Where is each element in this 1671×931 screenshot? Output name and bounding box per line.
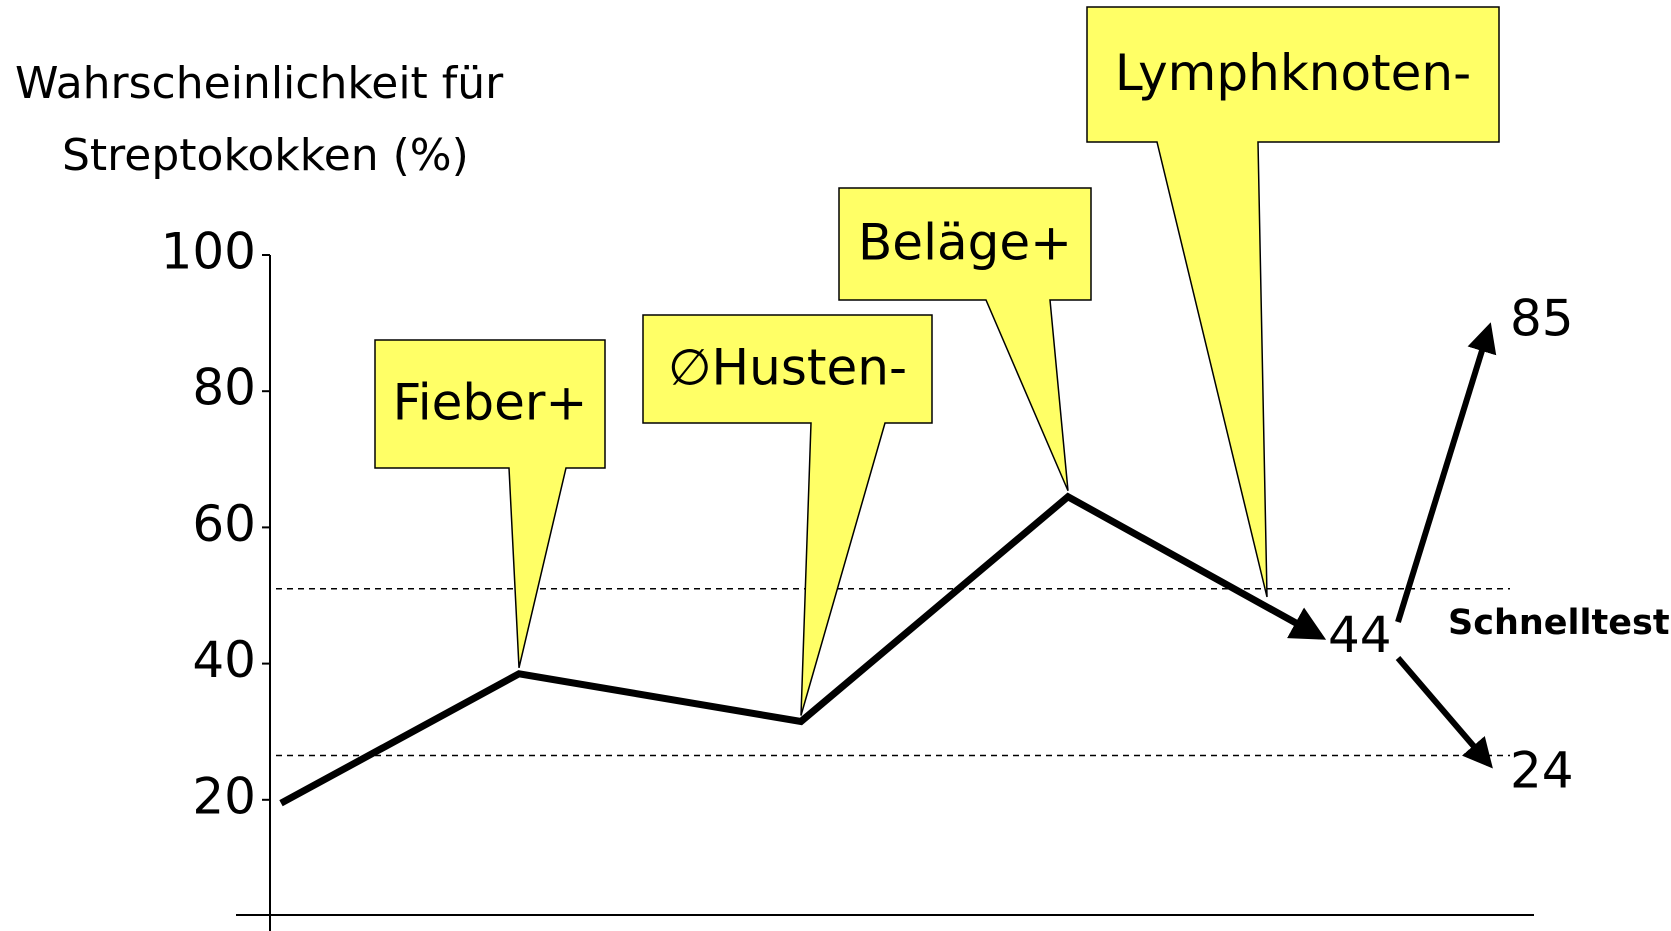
callout	[374, 339, 606, 668]
threshold-label: Schnelltest	[1448, 603, 1670, 643]
branch-arrow	[1395, 322, 1497, 623]
branch-label: 85	[1510, 290, 1574, 348]
branch-label: 24	[1510, 742, 1574, 800]
callout	[1086, 6, 1500, 598]
callout	[838, 187, 1092, 492]
callout-label: Lymphknoten-	[1115, 44, 1471, 102]
y-tick-label: 20	[192, 767, 256, 825]
y-tick-label: 40	[192, 631, 256, 689]
y-tick-label: 80	[192, 359, 256, 417]
y-axis-label: Wahrscheinlichkeit für	[15, 58, 504, 109]
end-value-label: 44	[1328, 606, 1392, 664]
y-tick-label: 100	[161, 223, 256, 281]
callout	[642, 314, 933, 716]
callout-label: Beläge+	[858, 214, 1072, 272]
y-tick-label: 60	[192, 495, 256, 553]
y-axis-label: Streptokokken (%)	[62, 130, 469, 181]
callout-label: Fieber+	[393, 374, 588, 432]
branch-arrow	[1395, 656, 1493, 769]
callout-label: ∅Husten-	[668, 339, 907, 397]
line	[279, 492, 1327, 807]
